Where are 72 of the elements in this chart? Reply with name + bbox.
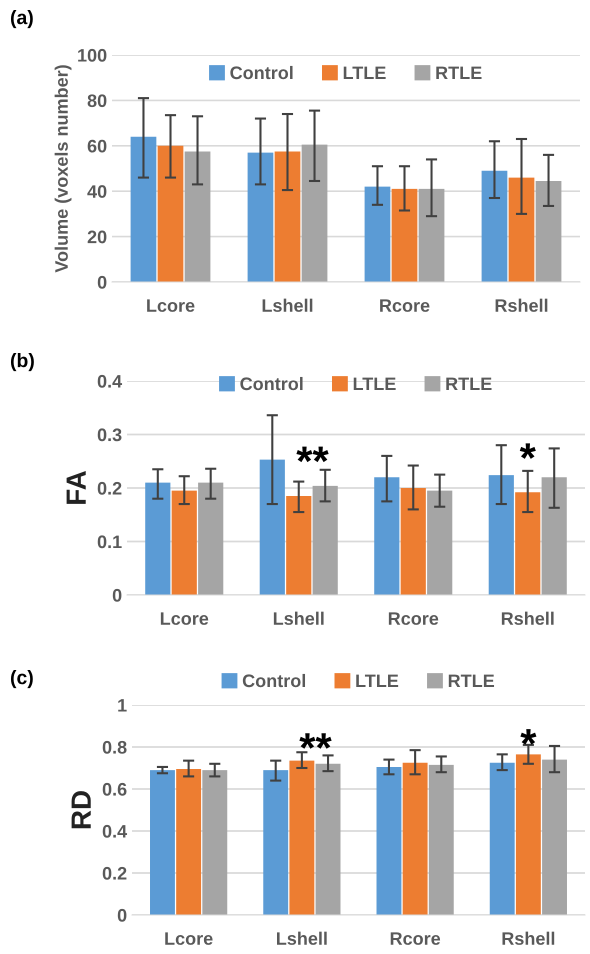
annotation: ** bbox=[299, 733, 332, 749]
y-tick-label: 0.2 bbox=[98, 482, 122, 495]
legend-label: LTLE bbox=[354, 378, 396, 390]
x-tick-label: Lshell bbox=[274, 612, 324, 625]
y-axis-title: FA bbox=[66, 470, 86, 504]
x-tick-label: Lcore bbox=[165, 932, 213, 945]
x-tick-label: Lshell bbox=[277, 932, 327, 945]
bar bbox=[488, 475, 514, 595]
y-tick-label: 0 bbox=[118, 908, 126, 922]
legend-label: RTLE bbox=[446, 378, 492, 390]
x-tick-label: Lcore bbox=[147, 299, 194, 312]
y-tick-label: 0.2 bbox=[102, 866, 126, 880]
legend-label: LTLE bbox=[344, 66, 386, 80]
y-tick-label: 0.4 bbox=[102, 824, 128, 838]
chart-title: (c) bbox=[10, 670, 33, 688]
bar bbox=[392, 188, 418, 282]
bar bbox=[482, 170, 508, 282]
bar bbox=[400, 488, 426, 595]
x-tick-label: Lcore bbox=[160, 612, 208, 625]
bar bbox=[286, 496, 312, 595]
bar bbox=[302, 144, 328, 282]
bar bbox=[374, 477, 400, 595]
chart-title: (a) bbox=[10, 10, 33, 28]
legend-label: Control bbox=[230, 66, 293, 80]
x-tick-label: Rcore bbox=[380, 299, 430, 312]
y-tick-label: 20 bbox=[88, 230, 106, 244]
bar bbox=[364, 186, 390, 282]
legend-label: RTLE bbox=[448, 674, 494, 688]
y-tick-label: 0.3 bbox=[98, 428, 122, 442]
x-tick-label: Rshell bbox=[502, 932, 554, 945]
y-tick-label: 0 bbox=[98, 276, 106, 289]
x-tick-label: Rcore bbox=[390, 932, 440, 945]
y-tick-label: 0.8 bbox=[102, 740, 127, 754]
y-tick-label: 0.6 bbox=[102, 782, 126, 796]
legend-label: LTLE bbox=[356, 674, 398, 688]
bar bbox=[542, 477, 567, 595]
bar bbox=[536, 180, 562, 282]
legend-label: RTLE bbox=[436, 66, 482, 80]
bar bbox=[260, 460, 285, 595]
annotation: * bbox=[520, 729, 536, 745]
bar bbox=[130, 136, 156, 282]
bar bbox=[184, 151, 210, 282]
bar bbox=[248, 152, 274, 282]
chart-title: (b) bbox=[10, 353, 34, 372]
bar bbox=[427, 490, 452, 595]
y-axis-title: Volume (voxels number) bbox=[54, 65, 72, 273]
bar bbox=[508, 178, 534, 282]
annotation: ** bbox=[296, 446, 329, 462]
y-tick-label: 0.4 bbox=[98, 374, 122, 388]
bar bbox=[172, 490, 197, 595]
y-tick-label: 0.1 bbox=[98, 535, 122, 548]
y-axis-title: RD bbox=[72, 791, 91, 828]
bar bbox=[198, 482, 224, 595]
x-tick-label: Rshell bbox=[496, 298, 548, 312]
bar bbox=[145, 482, 170, 595]
annotation: * bbox=[520, 443, 536, 459]
y-tick-label: 80 bbox=[88, 94, 106, 108]
bar bbox=[158, 146, 184, 282]
x-tick-label: Rcore bbox=[388, 612, 438, 625]
bar bbox=[312, 486, 338, 595]
legend-label: Control bbox=[242, 674, 306, 688]
bar bbox=[274, 151, 300, 282]
y-tick-label: 40 bbox=[87, 185, 106, 198]
y-tick-label: 100 bbox=[78, 48, 106, 62]
bar bbox=[515, 492, 540, 595]
x-tick-label: Lshell bbox=[262, 298, 312, 312]
y-tick-label: 60 bbox=[88, 140, 106, 153]
x-tick-label: Rshell bbox=[502, 612, 554, 625]
bar bbox=[418, 188, 444, 282]
legend-label: Control bbox=[240, 376, 303, 390]
y-tick-label: 0 bbox=[112, 588, 122, 602]
y-tick-label: 1 bbox=[118, 699, 127, 712]
